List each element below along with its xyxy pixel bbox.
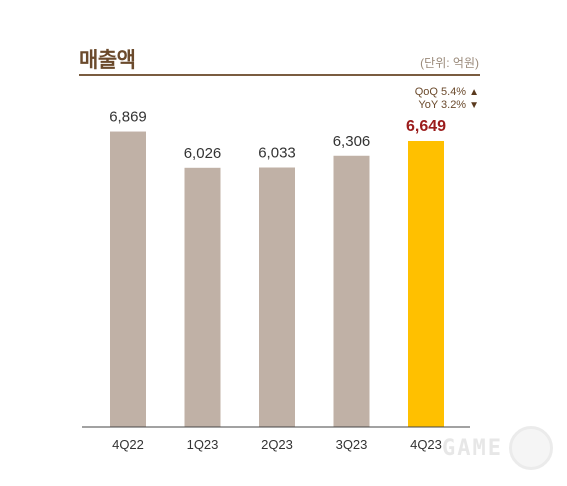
value-label-3q23: 6,306 [333,133,371,150]
bar-2q23 [259,167,295,427]
qoq-label: QoQ 5.4% [414,86,467,98]
x-tick-1q23: 1Q23 [187,437,219,452]
triangle-up-icon: ▲ [469,86,479,98]
value-label-4q23: 6,649 [406,118,446,135]
x-tick-4q23: 4Q23 [410,437,442,452]
x-tick-3q23: 3Q23 [336,437,368,452]
yoy-label: YoY 3.2% [418,99,467,111]
bar-4q22 [110,131,146,427]
yoy-change: YoY 3.2% ▼ [418,99,479,111]
value-label-2q23: 6,033 [258,144,296,161]
unit-label: (단위: 억원) [420,56,479,70]
bar-1q23 [184,167,221,428]
title-divider [79,74,480,76]
x-tick-2q23: 2Q23 [261,437,293,452]
watermark: GAME [442,426,553,470]
bar-4q23 [408,141,444,427]
chart-title: 매출액 [79,49,136,72]
x-tick-4q22: 4Q22 [112,437,144,452]
value-label-1q23: 6,026 [184,145,222,162]
watermark-logo-icon [509,426,553,470]
triangle-down-icon: ▼ [469,99,479,111]
watermark-text: GAME [442,435,503,461]
value-label-4q22: 6,869 [109,109,147,126]
bar-3q23 [333,155,370,427]
qoq-change: QoQ 5.4% ▲ [415,86,479,98]
